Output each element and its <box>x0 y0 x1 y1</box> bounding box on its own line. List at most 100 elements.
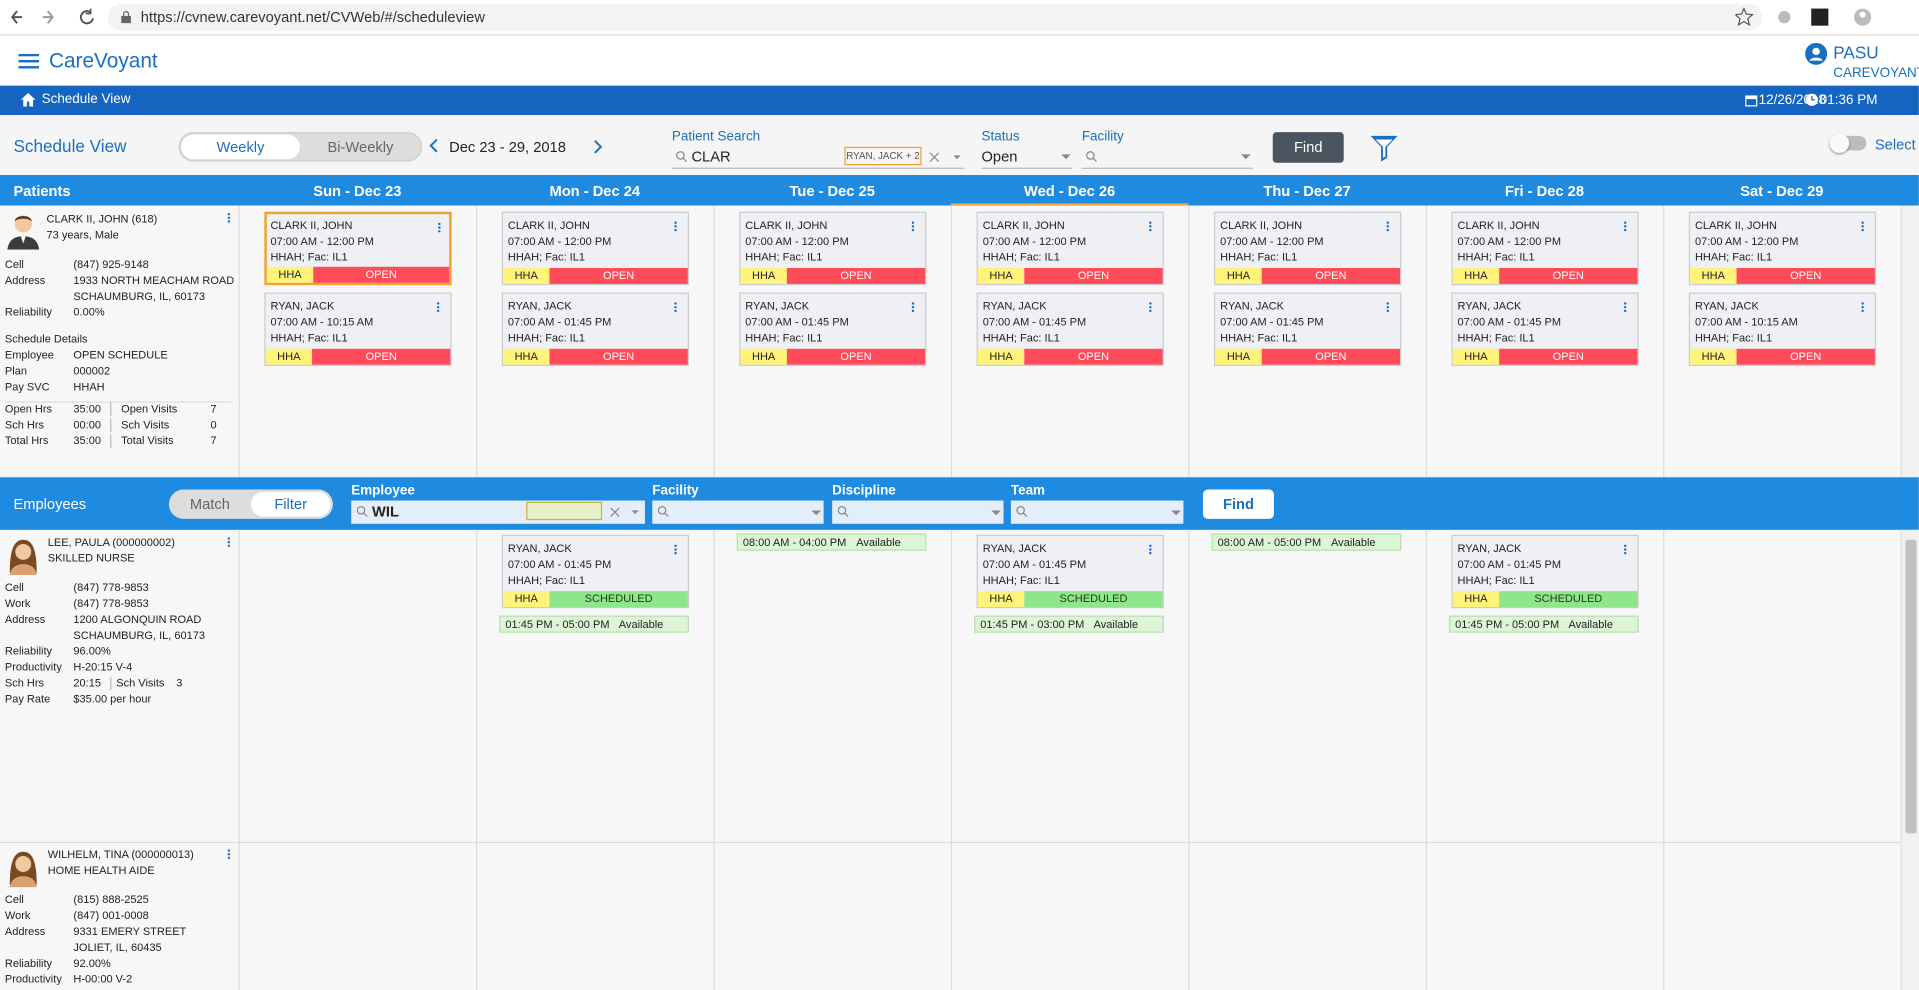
clear-and-caret[interactable] <box>929 152 961 163</box>
select-switch[interactable] <box>1829 133 1867 153</box>
visit-card[interactable]: CLARK II, JOHN 07:00 AM - 12:00 PM HHAH; F… <box>1451 211 1639 286</box>
more-menu[interactable] <box>1623 221 1627 224</box>
more-menu[interactable] <box>674 221 677 224</box>
more-menu[interactable] <box>438 222 441 226</box>
find-button[interactable]: Find <box>1272 132 1344 163</box>
mode-match[interactable]: Match <box>189 495 230 513</box>
discipline-input[interactable] <box>832 500 1004 524</box>
visit-card[interactable]: RYAN, JACK 07:00 AM - 01:45 PM HHAH; Fac: … <box>976 292 1164 366</box>
filter-icon[interactable] <box>1369 133 1398 162</box>
availability-state: Available <box>856 536 901 549</box>
discipline-badge: HHA <box>977 268 1025 284</box>
visit-detail: HHAH; Fac: IL1 <box>1457 250 1535 264</box>
next-week[interactable] <box>594 140 604 155</box>
more-menu[interactable] <box>436 302 440 305</box>
employee-find-button[interactable]: Find <box>1202 489 1274 519</box>
visit-card[interactable]: CLARK II, JOHN 07:00 AM - 12:00 PM HHAH; F… <box>501 211 689 286</box>
visit-detail: HHAH; Fac: IL1 <box>270 331 348 344</box>
clear-and-caret[interactable] <box>609 507 641 518</box>
visit-card[interactable]: CLARK II, JOHN 07:00 AM - 12:00 PM HHAH; F… <box>1214 211 1402 286</box>
visit-card[interactable]: RYAN, JACK 07:00 AM - 01:45 PM HHAH; Fac: … <box>501 534 689 609</box>
visit-status: OPEN <box>549 268 688 284</box>
patient-search-input[interactable]: CLAR <box>691 148 731 166</box>
browser-extension-icons[interactable] <box>1735 7 1882 27</box>
discipline-badge: HHA <box>1690 348 1737 365</box>
visit-card[interactable]: RYAN, JACK 07:00 AM - 01:45 PM HHAH; Fac: … <box>1214 292 1402 366</box>
more-menu[interactable] <box>1623 544 1627 548</box>
more-menu[interactable] <box>1149 221 1152 224</box>
visit-patient: CLARK II, JOHN <box>1694 219 1777 232</box>
employee-bar: Employees Match Filter Employee WIL Faci… <box>0 477 1919 530</box>
more-menu[interactable] <box>911 221 915 224</box>
details-title: Schedule Details <box>4 332 88 346</box>
scrollbar[interactable] <box>1900 205 1919 478</box>
visit-card[interactable]: RYAN, JACK 07:00 AM - 10:15 AM HHAH; Fac: … <box>264 292 452 366</box>
visit-card[interactable]: CLARK II, JOHN 07:00 AM - 12:00 PM HHAH; F… <box>264 211 452 286</box>
field-value: 000002 <box>73 364 111 377</box>
visit-card[interactable]: RYAN, JACK 07:00 AM - 01:45 PM HHAH; Fac: … <box>501 292 689 366</box>
scrollbar[interactable] <box>1900 529 1919 990</box>
field-label: Reliability <box>4 644 53 658</box>
more-menu[interactable] <box>1149 544 1152 548</box>
more-menu[interactable] <box>1386 221 1390 224</box>
more-menu[interactable] <box>227 212 231 216</box>
user-name[interactable]: PASU <box>1833 42 1879 63</box>
visit-card[interactable]: CLARK II, JOHN 07:00 AM - 12:00 PM HHAH; F… <box>1688 211 1877 286</box>
availability-slot[interactable]: 01:45 PM - 05:00 PM Available <box>499 615 689 633</box>
view-toggle: Weekly Bi-Weekly <box>178 132 423 162</box>
availability-slot[interactable]: 08:00 AM - 05:00 PM Available <box>1211 533 1402 551</box>
discipline-badge: HHA <box>1452 268 1500 284</box>
more-menu[interactable] <box>1386 302 1390 305</box>
facility-label: Facility <box>652 483 699 499</box>
more-menu[interactable] <box>911 302 915 305</box>
visit-patient: RYAN, JACK <box>507 299 572 313</box>
user-icon[interactable] <box>1805 42 1828 65</box>
breadcrumb[interactable]: Schedule View <box>41 91 131 107</box>
mode-filter[interactable]: Filter <box>250 491 331 517</box>
visit-status: OPEN <box>786 268 926 284</box>
availability-time: 01:45 PM - 03:00 PM <box>980 618 1085 631</box>
scroll-thumb[interactable] <box>1905 539 1917 834</box>
field-label: Employee <box>4 348 54 362</box>
employee-chip[interactable] <box>526 501 603 521</box>
visit-time: 07:00 AM - 01:45 PM <box>1457 558 1562 571</box>
more-menu[interactable] <box>227 849 231 852</box>
availability-state: Available <box>1568 618 1613 631</box>
availability-slot[interactable]: 08:00 AM - 04:00 PM Available <box>736 533 927 551</box>
patient-chip[interactable]: RYAN, JACK + 2 <box>844 146 922 166</box>
more-menu[interactable] <box>674 544 677 548</box>
visit-card[interactable]: CLARK II, JOHN 07:00 AM - 12:00 PM HHAH; F… <box>739 211 927 286</box>
more-menu[interactable] <box>674 302 677 305</box>
field-value: H-00:00 V-2 <box>73 972 133 986</box>
availability-slot[interactable]: 01:45 PM - 03:00 PM Available <box>974 615 1164 633</box>
browser-nav-icons[interactable] <box>10 7 102 27</box>
facility-input[interactable] <box>652 500 824 524</box>
visit-card[interactable]: RYAN, JACK 07:00 AM - 01:45 PM HHAH; Fac: … <box>1451 534 1639 609</box>
address-bar[interactable] <box>107 3 1763 31</box>
discipline-badge: HHA <box>266 266 314 283</box>
prev-week[interactable] <box>428 138 438 153</box>
view-biweekly[interactable]: Bi-Weekly <box>327 138 394 156</box>
visit-card[interactable]: RYAN, JACK 07:00 AM - 10:15 AM HHAH; Fac: … <box>1688 292 1877 366</box>
team-input[interactable] <box>1010 500 1184 524</box>
more-menu[interactable] <box>227 537 231 540</box>
visit-card[interactable]: RYAN, JACK 07:00 AM - 01:45 PM HHAH; Fac: … <box>976 534 1164 609</box>
visit-card[interactable]: CLARK II, JOHN 07:00 AM - 12:00 PM HHAH; F… <box>976 211 1164 286</box>
discipline-badge: HHA <box>502 348 550 365</box>
more-menu[interactable] <box>1861 221 1864 224</box>
field-value: 1933 NORTH MEACHAM ROAD <box>73 274 235 287</box>
field-value: $35.00 per hour <box>73 692 152 705</box>
more-menu[interactable] <box>1149 302 1152 305</box>
home-icon[interactable] <box>20 93 36 107</box>
menu-icon[interactable] <box>18 53 40 69</box>
field-label: Sch Hrs <box>4 418 45 431</box>
status-select[interactable]: Open <box>981 148 1018 166</box>
availability-slot[interactable]: 01:45 PM - 05:00 PM Available <box>1448 615 1639 633</box>
more-menu[interactable] <box>1623 302 1627 305</box>
view-weekly[interactable]: Weekly <box>181 134 300 160</box>
visit-card[interactable]: RYAN, JACK 07:00 AM - 01:45 PM HHAH; Fac: … <box>1451 292 1639 366</box>
visit-card[interactable]: RYAN, JACK 07:00 AM - 01:45 PM HHAH; Fac: … <box>739 292 927 366</box>
more-menu[interactable] <box>1861 302 1864 305</box>
